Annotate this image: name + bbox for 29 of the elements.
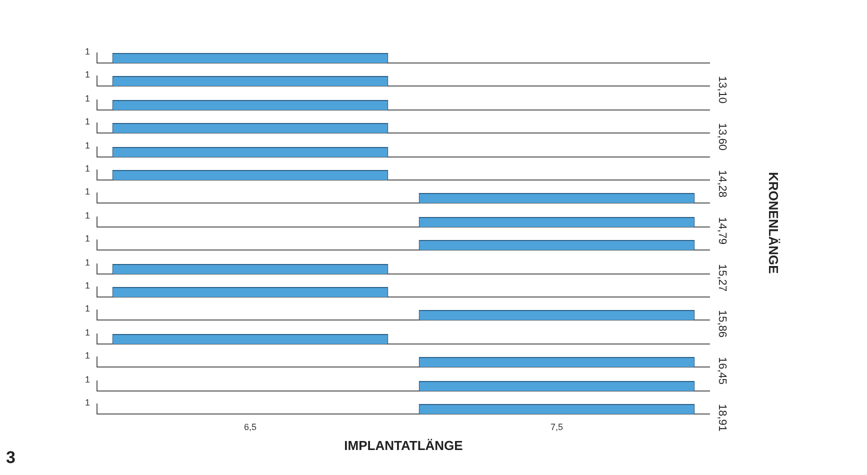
- text: 1: [84, 374, 90, 384]
- text: 1: [84, 280, 90, 290]
- y2-axis-title: 15,86: [716, 310, 728, 338]
- text: 1: [84, 163, 90, 174]
- y2-axis-title: 14,79: [716, 216, 728, 244]
- text: 1: [84, 70, 90, 80]
- text: 1: [84, 234, 90, 244]
- text: 1: [84, 257, 90, 268]
- text: 1: [84, 210, 90, 220]
- text: KRONENLÄNGE: [766, 172, 781, 274]
- y2-axis-title: 13,10: [716, 76, 728, 104]
- x-axis-title: IMPLANTATLÄNGE: [343, 438, 464, 453]
- text: 1: [84, 140, 90, 150]
- y2-axis-title: 15,27: [716, 264, 728, 292]
- text: 1: [84, 304, 90, 314]
- text: 1: [84, 397, 90, 408]
- text: 1: [84, 350, 90, 361]
- text: 1: [84, 116, 90, 127]
- text: 1: [84, 93, 90, 104]
- y2-axis-title: 18,91: [716, 404, 728, 432]
- y2-axis-title: 13,60: [716, 123, 728, 151]
- text: 1: [84, 186, 90, 197]
- x-tick-label: 6,5: [244, 422, 257, 432]
- x-tick-label: 7,5: [550, 422, 564, 432]
- text: 3: [6, 448, 16, 468]
- y2-axis-title: 16,45: [716, 357, 728, 385]
- y2-axis-title: 14,28: [716, 170, 728, 198]
- text: 1: [84, 327, 90, 338]
- text: 1: [84, 46, 90, 56]
